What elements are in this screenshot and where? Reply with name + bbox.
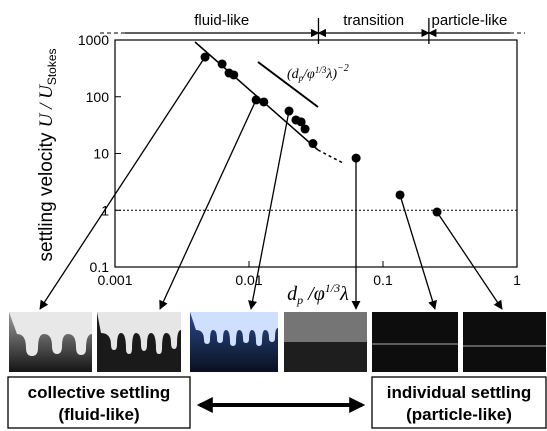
x-tick-label: 0.01 [235, 272, 262, 288]
annotation-part: (d [287, 67, 300, 82]
photo-plumes [97, 312, 181, 354]
slope-indicator [257, 61, 319, 108]
label-box [371, 376, 547, 429]
box-label: (particle-like) [406, 405, 512, 424]
data-point [259, 97, 269, 107]
y-tick-label: 100 [86, 89, 110, 105]
photo-plumes [190, 312, 278, 346]
photo [372, 312, 458, 372]
photo-arrow [159, 99, 257, 310]
annotation-part: λ) [325, 67, 337, 82]
annotation-part: −2 [337, 63, 349, 74]
fit-line-extension [317, 149, 344, 164]
x-tick-label: 0.1 [373, 272, 393, 288]
data-point [296, 117, 306, 127]
y-tick-label: 1000 [78, 32, 109, 48]
y-tick-label: 0.1 [90, 259, 110, 275]
data-point [351, 153, 361, 163]
data-point [217, 59, 227, 69]
slope-annotation: (dp/φ1/3λ)−2 [287, 63, 349, 83]
region-label: transition [343, 12, 404, 29]
photo-cloud [284, 312, 367, 342]
annotation-part: 1/3 [315, 65, 327, 75]
photo-arrow [436, 211, 503, 310]
photo-plumes [9, 312, 92, 356]
photo-arrows [39, 56, 503, 310]
box-label: (fluid-like) [58, 405, 139, 424]
x-label-part: /φ [303, 283, 325, 305]
data-point [432, 207, 442, 217]
x-label-part: p [296, 293, 303, 307]
x-tick-label: 0.001 [97, 272, 132, 288]
label-box [7, 376, 191, 429]
data-point [251, 95, 261, 105]
photo-arrow [248, 110, 290, 310]
box-label: individual settling [387, 383, 532, 402]
data-point [284, 106, 294, 116]
x-label-part: d [287, 283, 298, 305]
data-point [308, 139, 318, 149]
data-point [300, 124, 310, 134]
y-tick-label: 10 [93, 146, 109, 162]
box-label: collective settling [28, 383, 171, 402]
data-point [200, 52, 210, 62]
photo-strip [9, 312, 546, 372]
y-axis-label: settling velocity U / UStokes [36, 48, 59, 261]
y-label-math: U / U [36, 84, 57, 128]
x-tick-label: 1 [513, 272, 521, 288]
annotation-part: /φ [302, 67, 315, 82]
data-point [395, 190, 405, 200]
y-label-text: settling velocity [36, 132, 57, 261]
region-label: fluid-like [194, 12, 249, 29]
x-label-part: 1/3 [325, 281, 340, 295]
y-label-sub: Stokes [45, 48, 59, 85]
annotation-part: p [298, 73, 304, 83]
x-label-part: λ [339, 283, 349, 305]
photo [463, 312, 546, 372]
x-axis-label: dp /φ1/3λ [287, 281, 349, 307]
photo-arrow [399, 194, 437, 310]
region-label: particle-like [432, 12, 508, 29]
data-point [229, 70, 239, 80]
y-tick-label: 1 [101, 202, 109, 218]
photo-arrow [39, 56, 206, 310]
